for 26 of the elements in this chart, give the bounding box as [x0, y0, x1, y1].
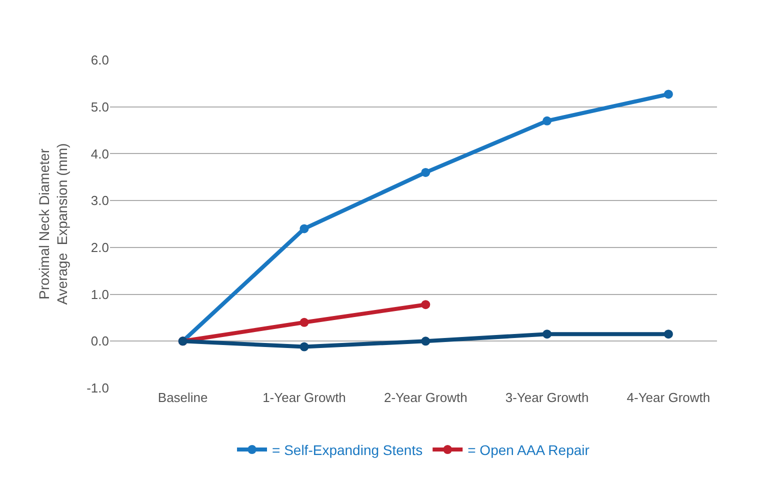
y-tick-label: 3.0 [90, 193, 109, 208]
y-tick-label: 2.0 [90, 240, 109, 255]
legend-label: = Self-Expanding Stents [272, 442, 423, 458]
x-tick-label: 4-Year Growth [626, 390, 710, 405]
point [300, 318, 309, 327]
x-tick-label: 2-Year Growth [384, 390, 468, 405]
x-tick-label: 3-Year Growth [505, 390, 589, 405]
point [542, 116, 552, 126]
x-tick-label: 1-Year Growth [262, 390, 346, 405]
x-tick-label: Baseline [158, 390, 208, 405]
point [664, 330, 673, 339]
y-tick-label: 5.0 [90, 99, 109, 114]
y-axis-title: Proximal Neck Diameter Average Expansion (mm) [36, 143, 70, 305]
y-tick-label: 6.0 [90, 52, 109, 68]
point [421, 168, 430, 177]
point [542, 330, 552, 339]
y-tick-label: -1.0 [86, 380, 109, 396]
point [421, 336, 430, 346]
legend-label: = Open AAA Repair [468, 442, 590, 458]
y-tick-label: 0.0 [90, 334, 109, 349]
y-tick-label: 4.0 [90, 146, 109, 162]
point [664, 90, 673, 99]
point [300, 342, 309, 352]
point [300, 224, 309, 234]
point [421, 300, 430, 310]
y-tick-label: 1.0 [90, 286, 109, 302]
